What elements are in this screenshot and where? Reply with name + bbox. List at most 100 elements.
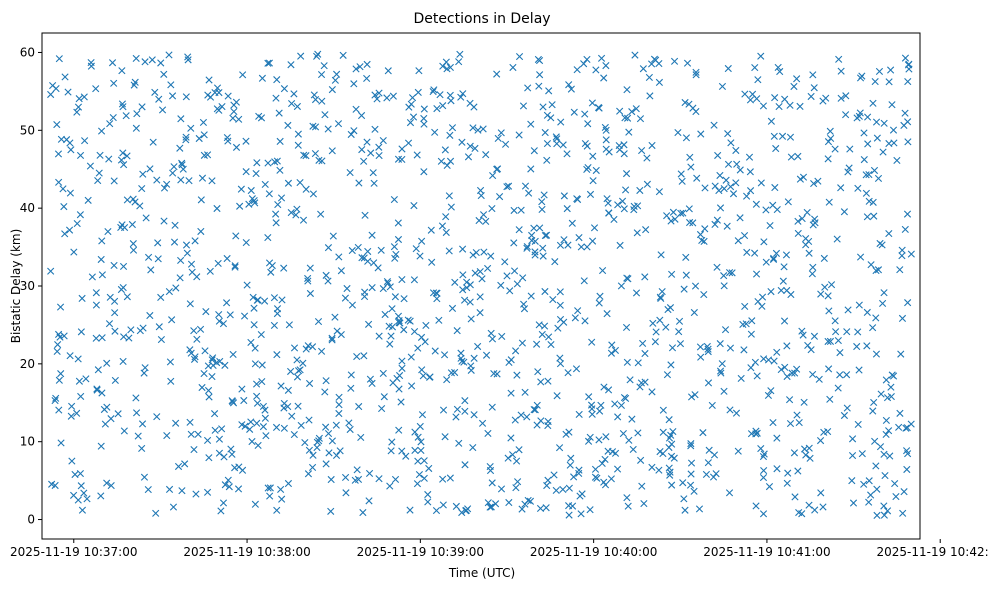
- data-point-marker: [414, 457, 422, 465]
- data-point-marker: [837, 184, 845, 192]
- data-point-marker: [231, 263, 239, 271]
- data-point-marker: [552, 486, 560, 495]
- data-point-marker: [118, 67, 126, 75]
- data-point-marker: [668, 344, 677, 352]
- data-point-marker: [806, 454, 814, 462]
- data-point-marker: [53, 121, 61, 129]
- data-point-marker: [332, 421, 340, 429]
- data-point-marker: [215, 449, 224, 457]
- data-point-marker: [716, 204, 725, 212]
- data-point-marker: [865, 498, 873, 506]
- data-point-marker: [681, 506, 689, 514]
- data-point-marker: [576, 492, 584, 500]
- data-point-marker: [642, 226, 650, 234]
- data-point-marker: [767, 387, 775, 395]
- data-point-marker: [364, 247, 372, 256]
- data-point-marker: [747, 430, 756, 438]
- data-point-marker: [584, 120, 592, 128]
- data-point-marker: [584, 163, 592, 172]
- data-point-marker: [324, 277, 332, 285]
- data-point-marker: [726, 406, 734, 414]
- data-point-marker: [793, 411, 801, 419]
- data-point-marker: [55, 406, 63, 414]
- data-point-marker: [261, 180, 269, 189]
- data-point-marker: [714, 151, 722, 160]
- data-point-marker: [665, 464, 673, 472]
- data-point-marker: [258, 74, 266, 82]
- data-point-marker: [369, 169, 377, 177]
- data-point-marker: [264, 59, 272, 67]
- data-point-marker: [798, 327, 806, 335]
- data-point-marker: [165, 288, 173, 296]
- data-point-marker: [67, 146, 75, 154]
- data-point-marker: [493, 165, 502, 173]
- data-point-marker: [253, 419, 261, 427]
- data-point-marker: [379, 369, 387, 378]
- data-point-marker: [335, 253, 343, 261]
- data-point-marker: [874, 266, 883, 274]
- data-point-marker: [538, 198, 546, 206]
- data-point-marker: [614, 413, 622, 421]
- data-point-marker: [457, 349, 465, 357]
- data-point-marker: [588, 237, 597, 245]
- data-point-marker: [314, 50, 322, 58]
- data-point-marker: [572, 365, 581, 373]
- data-point-marker: [242, 168, 250, 176]
- data-point-marker: [208, 356, 216, 364]
- data-point-marker: [513, 280, 521, 288]
- data-point-marker: [57, 370, 65, 378]
- data-point-marker: [687, 440, 695, 448]
- data-point-marker: [475, 216, 483, 225]
- data-point-marker: [862, 171, 870, 179]
- data-point-marker: [57, 135, 65, 143]
- data-point-marker: [199, 118, 208, 127]
- data-point-marker: [348, 246, 356, 255]
- data-point-marker: [391, 293, 399, 301]
- data-point-marker: [658, 287, 666, 296]
- data-point-marker: [106, 120, 114, 128]
- data-point-marker: [439, 406, 448, 414]
- data-point-marker: [512, 457, 521, 465]
- data-point-marker: [389, 92, 397, 100]
- data-point-marker: [604, 386, 613, 394]
- data-point-marker: [458, 357, 466, 365]
- data-point-marker: [902, 424, 910, 432]
- data-point-marker: [277, 194, 286, 202]
- data-point-marker: [600, 383, 608, 391]
- data-point-marker: [634, 359, 642, 367]
- data-point-marker: [736, 166, 744, 174]
- data-point-marker: [725, 489, 734, 497]
- data-point-marker: [772, 144, 780, 153]
- data-point-marker: [74, 496, 82, 504]
- data-point-marker: [622, 323, 631, 332]
- data-point-marker: [833, 235, 841, 243]
- data-point-marker: [793, 365, 801, 373]
- data-point-marker: [810, 84, 818, 92]
- data-point-marker: [202, 308, 210, 316]
- data-point-marker: [840, 208, 848, 216]
- data-point-marker: [584, 437, 593, 445]
- data-point-marker: [400, 295, 408, 303]
- data-point-marker: [677, 170, 685, 178]
- data-point-marker: [328, 86, 336, 94]
- data-point-marker: [165, 51, 173, 59]
- data-point-marker: [565, 511, 573, 519]
- data-point-marker: [637, 456, 645, 464]
- data-point-marker: [510, 206, 518, 215]
- data-point-marker: [575, 234, 583, 242]
- data-point-marker: [123, 196, 131, 204]
- data-point-marker: [410, 327, 419, 336]
- data-point-marker: [614, 201, 622, 209]
- data-point-marker: [631, 51, 639, 59]
- data-point-marker: [388, 305, 396, 313]
- data-point-marker: [848, 452, 857, 460]
- data-point-marker: [368, 379, 376, 387]
- data-point-marker: [435, 316, 443, 324]
- data-point-marker: [505, 358, 513, 366]
- data-point-marker: [315, 437, 323, 445]
- data-point-marker: [686, 153, 694, 161]
- data-point-marker: [153, 176, 161, 184]
- data-point-marker: [512, 484, 520, 492]
- data-point-marker: [127, 326, 135, 334]
- data-point-marker: [431, 128, 439, 136]
